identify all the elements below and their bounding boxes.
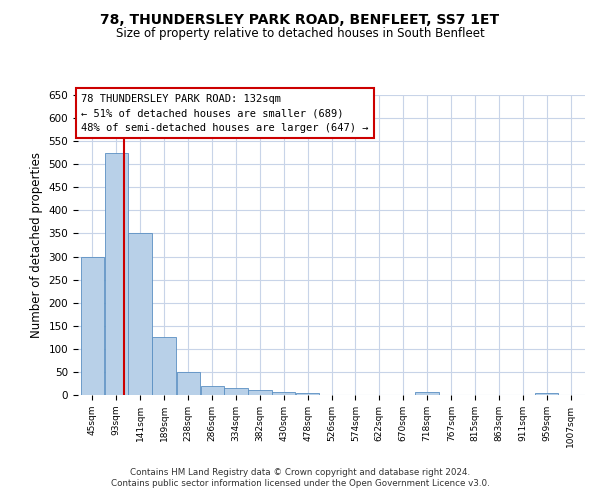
Text: 78, THUNDERSLEY PARK ROAD, BENFLEET, SS7 1ET: 78, THUNDERSLEY PARK ROAD, BENFLEET, SS7… — [100, 12, 500, 26]
Bar — [415, 392, 439, 395]
Bar — [128, 234, 152, 395]
Y-axis label: Number of detached properties: Number of detached properties — [30, 152, 43, 338]
Text: Size of property relative to detached houses in South Benfleet: Size of property relative to detached ho… — [116, 28, 484, 40]
Bar — [176, 372, 200, 395]
Bar — [535, 392, 559, 395]
Bar — [272, 392, 295, 395]
Bar — [104, 152, 128, 395]
Bar — [152, 338, 176, 395]
Bar — [296, 392, 319, 395]
Bar — [248, 390, 272, 395]
Bar — [200, 386, 224, 395]
Bar — [81, 256, 104, 395]
Bar — [224, 388, 248, 395]
Text: Contains HM Land Registry data © Crown copyright and database right 2024.
Contai: Contains HM Land Registry data © Crown c… — [110, 468, 490, 487]
Text: 78 THUNDERSLEY PARK ROAD: 132sqm
← 51% of detached houses are smaller (689)
48% : 78 THUNDERSLEY PARK ROAD: 132sqm ← 51% o… — [82, 94, 369, 134]
